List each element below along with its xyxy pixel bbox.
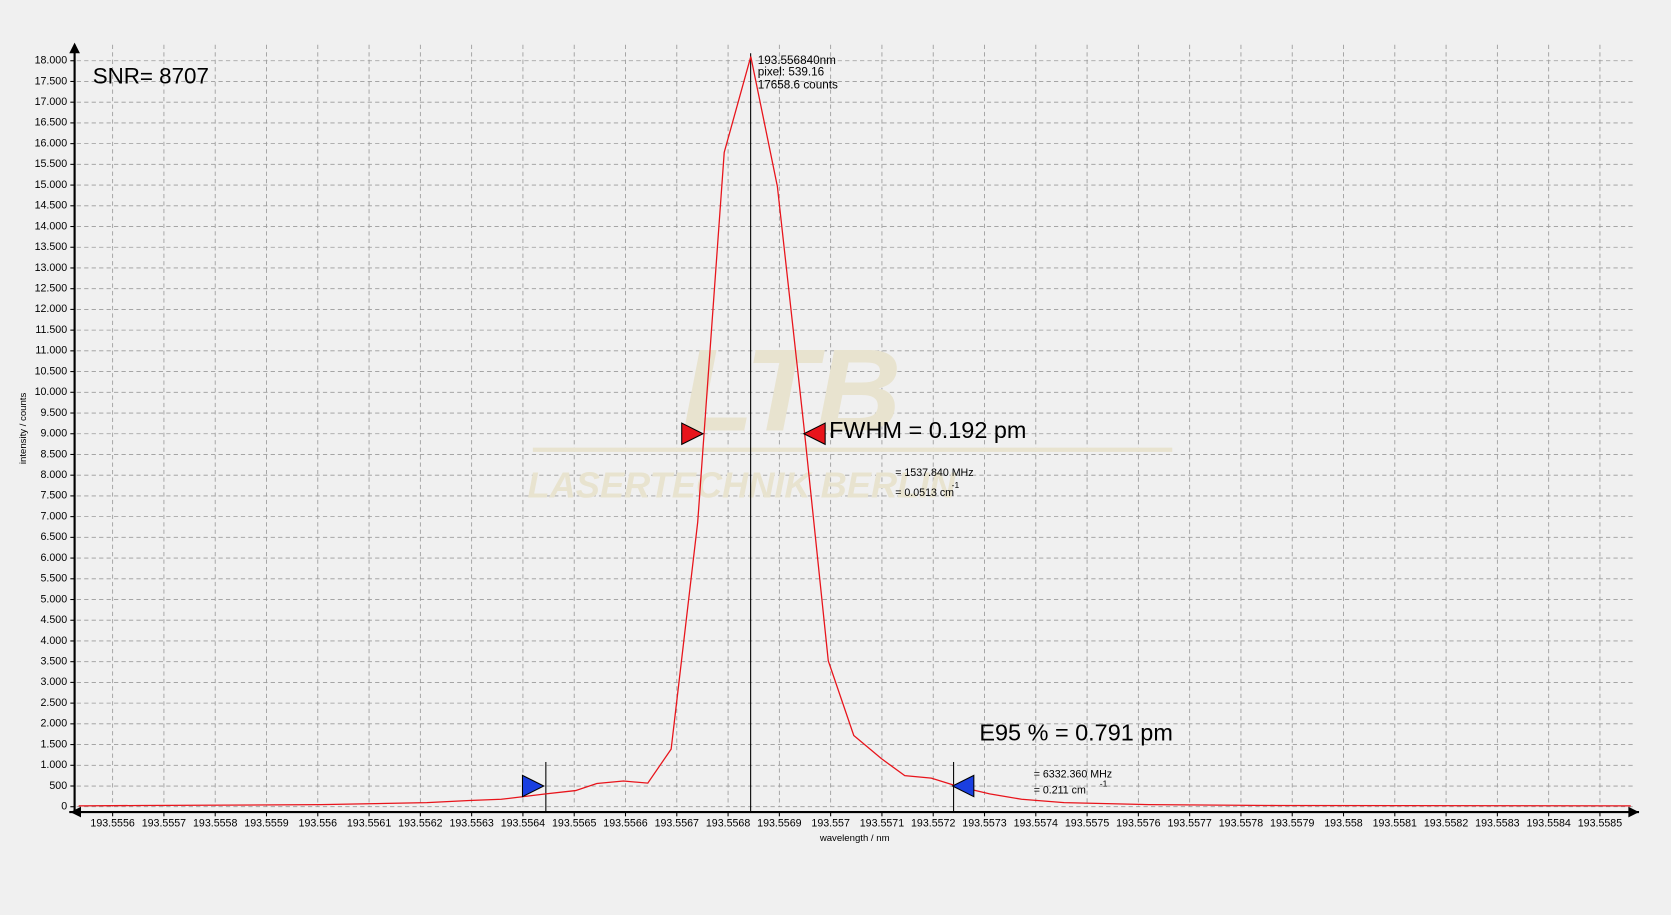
x-tick-label: 193.5563	[449, 818, 493, 830]
x-tick-label: 193.558	[1324, 818, 1363, 830]
x-tick-label: 193.5557	[142, 818, 186, 830]
x-tick-label: 193.5578	[1219, 818, 1263, 830]
y-tick-label: 16.000	[35, 137, 68, 149]
x-tick-label: 193.5564	[501, 818, 545, 830]
x-tick-label: 193.5573	[962, 818, 1006, 830]
x-tick-label: 193.557	[811, 818, 850, 830]
e95-mhz: = 6332.360 MHz	[1034, 769, 1112, 781]
y-tick-label: 2.000	[40, 718, 67, 730]
x-tick-label: 193.5583	[1475, 818, 1519, 830]
marker	[681, 422, 705, 446]
x-tick-label: 193.5559	[244, 818, 288, 830]
y-tick-label: 18.000	[35, 55, 68, 67]
y-tick-label: 12.500	[35, 282, 68, 294]
y-tick-label: 5.500	[40, 573, 67, 585]
y-tick-label: 14.000	[35, 220, 68, 232]
x-tick-label: 193.5562	[398, 818, 442, 830]
x-tick-label: 193.5582	[1424, 818, 1468, 830]
y-tick-label: 16.500	[35, 117, 68, 129]
y-tick-label: 11.000	[35, 345, 67, 357]
y-tick-label: 11.500	[35, 324, 67, 336]
x-axis-arrow-left	[70, 806, 81, 818]
y-axis-label: intensity / counts	[18, 393, 29, 465]
x-tick-label: 193.5574	[1014, 818, 1058, 830]
fwhm-mhz: = 1537.840 MHz	[895, 467, 973, 479]
peak-pixel: pixel: 539.16	[758, 66, 824, 79]
e95-cm: = 0.211 cm	[1034, 785, 1086, 797]
y-tick-label: 7.500	[40, 490, 67, 502]
y-tick-label: 8.000	[40, 469, 67, 481]
x-tick-label: 193.5585	[1578, 818, 1622, 830]
plot: LTB LASERTECHNIK BERLIN SNR= 8707 193.55…	[18, 42, 1640, 844]
x-tick-label: 193.5556	[90, 818, 134, 830]
y-tick-label: 13.000	[35, 262, 68, 274]
y-tick-label: 12.000	[35, 303, 68, 315]
e95-label: E95 % = 0.791 pm	[979, 719, 1173, 745]
y-tick-label: 500	[49, 780, 67, 792]
x-tick-label: 193.5577	[1167, 818, 1211, 830]
y-tick-label: 3.500	[40, 655, 67, 667]
x-tick-label: 193.5579	[1270, 818, 1314, 830]
x-axis-label: wavelength / nm	[819, 833, 890, 844]
x-tick-label: 193.5569	[757, 818, 801, 830]
x-tick-label: 193.5581	[1373, 818, 1417, 830]
x-tick-label: 193.5572	[911, 818, 955, 830]
x-tick-label: 193.5565	[552, 818, 596, 830]
snr-label: SNR= 8707	[93, 64, 209, 89]
y-tick-label: 9.000	[40, 428, 67, 440]
fwhm-cm-exponent: -1	[952, 480, 960, 490]
x-axis-arrow	[1628, 806, 1640, 818]
y-tick-label: 0	[61, 801, 67, 813]
y-tick-label: 8.500	[40, 448, 67, 460]
y-tick-label: 6.500	[40, 531, 67, 543]
marker	[802, 422, 826, 446]
y-tick-label: 1.000	[40, 759, 67, 771]
y-tick-label: 10.500	[35, 365, 68, 377]
x-tick-label: 193.5576	[1116, 818, 1160, 830]
x-tick-label: 193.5566	[603, 818, 647, 830]
x-tick-label: 193.5561	[347, 818, 391, 830]
y-tick-label: 3.000	[40, 676, 67, 688]
x-tick-label: 193.5584	[1526, 818, 1570, 830]
y-tick-label: 7.000	[40, 510, 67, 522]
marker	[951, 774, 975, 798]
x-tick-label: 193.5575	[1065, 818, 1109, 830]
fwhm-label: FWHM = 0.192 pm	[829, 417, 1026, 443]
watermark-logo: LTB	[682, 325, 901, 456]
y-tick-label: 2.500	[40, 697, 67, 709]
y-tick-label: 1.500	[40, 738, 67, 750]
y-tick-label: 15.500	[35, 158, 68, 170]
marker	[521, 774, 545, 798]
x-tick-label: 193.5558	[193, 818, 237, 830]
fwhm-cm: = 0.0513 cm	[895, 487, 954, 499]
x-tick-label: 193.5567	[655, 818, 699, 830]
y-tick-label: 4.000	[40, 635, 67, 647]
y-tick-label: 6.000	[40, 552, 67, 564]
y-tick-label: 5.000	[40, 593, 67, 605]
peak-counts: 17658.6 counts	[758, 78, 838, 91]
watermark-text: LASERTECHNIK BERLIN	[528, 465, 957, 506]
y-tick-label: 10.000	[35, 386, 68, 398]
x-tick-label: 193.556	[299, 818, 338, 830]
y-tick-label: 15.000	[35, 179, 68, 191]
peak-wavelength: 193.556840nm	[758, 54, 836, 67]
y-tick-label: 17.500	[35, 75, 68, 87]
e95-cm-exponent: -1	[1100, 779, 1108, 789]
y-tick-label: 4.500	[40, 614, 67, 626]
y-tick-label: 13.500	[35, 241, 68, 253]
y-axis-arrow	[69, 42, 80, 54]
x-tick-label: 193.5571	[860, 818, 904, 830]
x-tick-label: 193.5568	[706, 818, 750, 830]
y-tick-label: 9.500	[40, 407, 67, 419]
y-tick-label: 17.000	[35, 96, 68, 108]
spectrum-line	[78, 56, 1631, 807]
y-tick-label: 14.500	[35, 200, 68, 212]
